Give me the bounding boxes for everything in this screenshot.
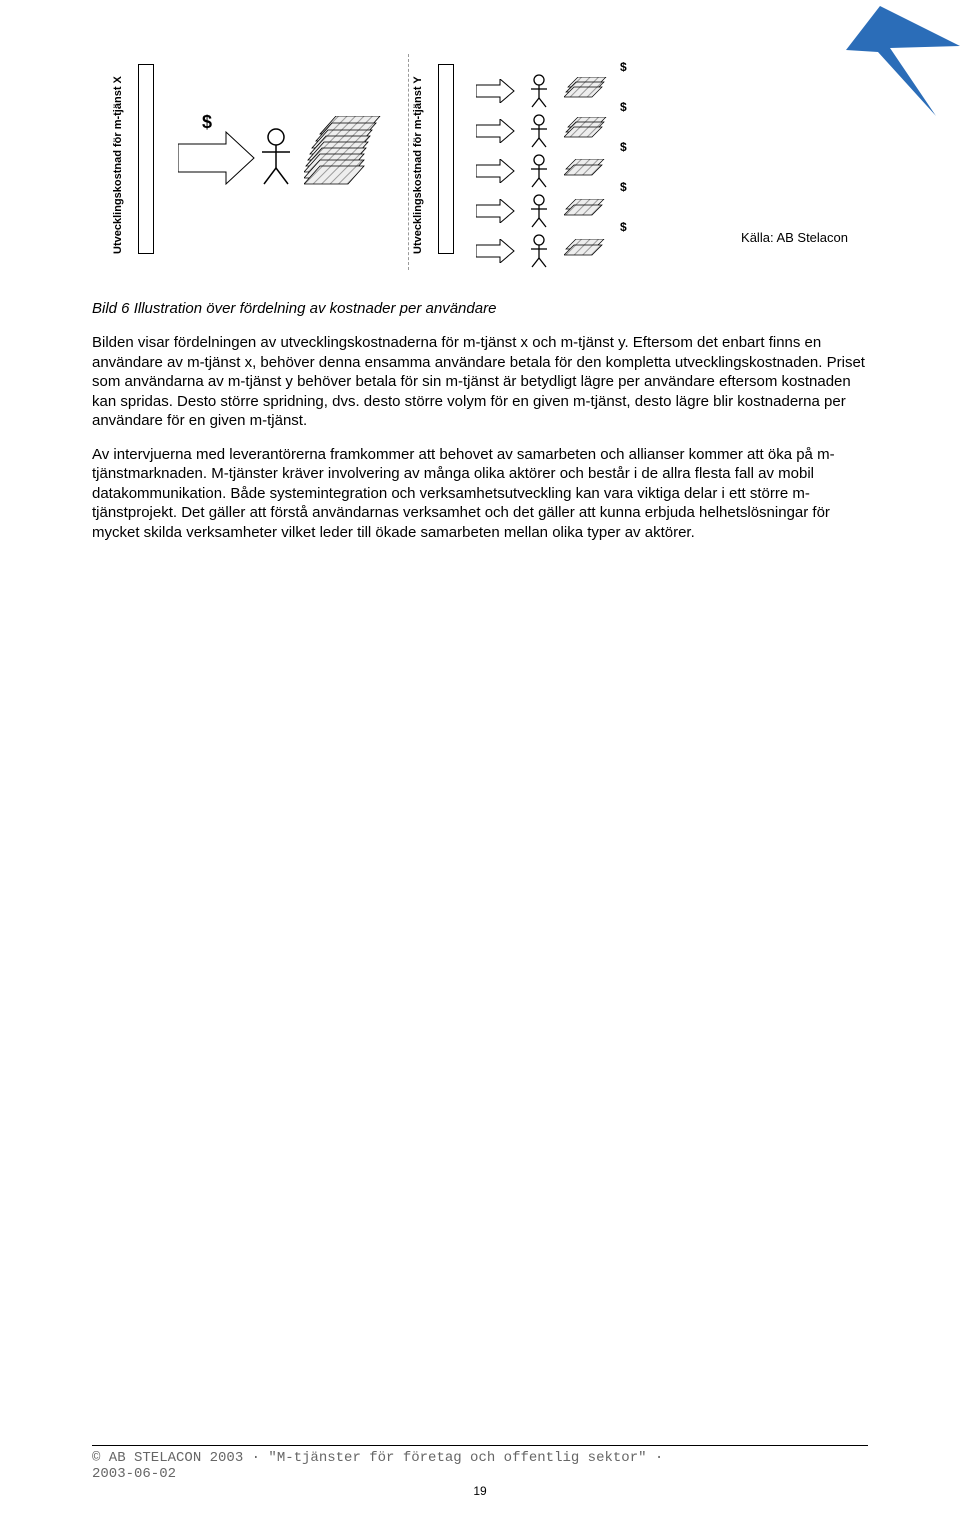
bar-x-label: Utvecklingskostnad för m-tjänst X [112,76,124,254]
bar-y-label: Utvecklingskostnad för m-tjänst Y [412,76,424,254]
page-number: 19 [92,1484,868,1498]
row-y-3: $ [476,152,610,190]
arrow-x-icon [178,130,256,186]
paragraph-2: Av intervjuerna med leverantörerna framk… [92,445,868,543]
figure-caption: Bild 6 Illustration över fördelning av k… [92,300,868,317]
arrow-small-icon [476,79,516,103]
diagram-divider [408,54,409,270]
arrow-small-icon [476,199,516,223]
footer-line-2: 2003-06-02 [92,1466,868,1482]
person-small-icon [528,234,550,268]
person-small-icon [528,74,550,108]
dollar-small-3: $ [620,140,627,154]
row-y-1: $ [476,72,610,110]
arrow-small-icon [476,159,516,183]
money-stack-small-icon [564,199,610,223]
person-small-icon [528,114,550,148]
person-x-icon [258,128,294,186]
diagram-source: Källa: AB Stelacon [741,230,848,245]
dollar-small-1: $ [620,60,627,74]
dollar-small-5: $ [620,220,627,234]
dollar-small-2: $ [620,100,627,114]
person-small-icon [528,154,550,188]
cost-distribution-diagram: Utvecklingskostnad för m-tjänst X $ [92,44,868,284]
money-stack-small-icon [564,159,610,183]
footer-line-1: © AB STELACON 2003 · "M-tjänster för för… [92,1450,868,1466]
arrow-small-icon [476,119,516,143]
paragraph-1: Bilden visar fördelningen av utvecklings… [92,333,868,431]
page-footer: © AB STELACON 2003 · "M-tjänster för för… [92,1445,868,1498]
person-small-icon [528,194,550,228]
money-stack-x-icon [304,116,384,194]
row-y-2: $ [476,112,610,150]
money-stack-small-icon [564,77,610,105]
money-stack-small-icon [564,117,610,145]
bar-x [138,64,154,254]
row-y-4: $ [476,192,610,230]
row-y-5: $ [476,232,610,270]
money-stack-small-icon [564,239,610,263]
bar-y [438,64,454,254]
arrow-small-icon [476,239,516,263]
dollar-small-4: $ [620,180,627,194]
